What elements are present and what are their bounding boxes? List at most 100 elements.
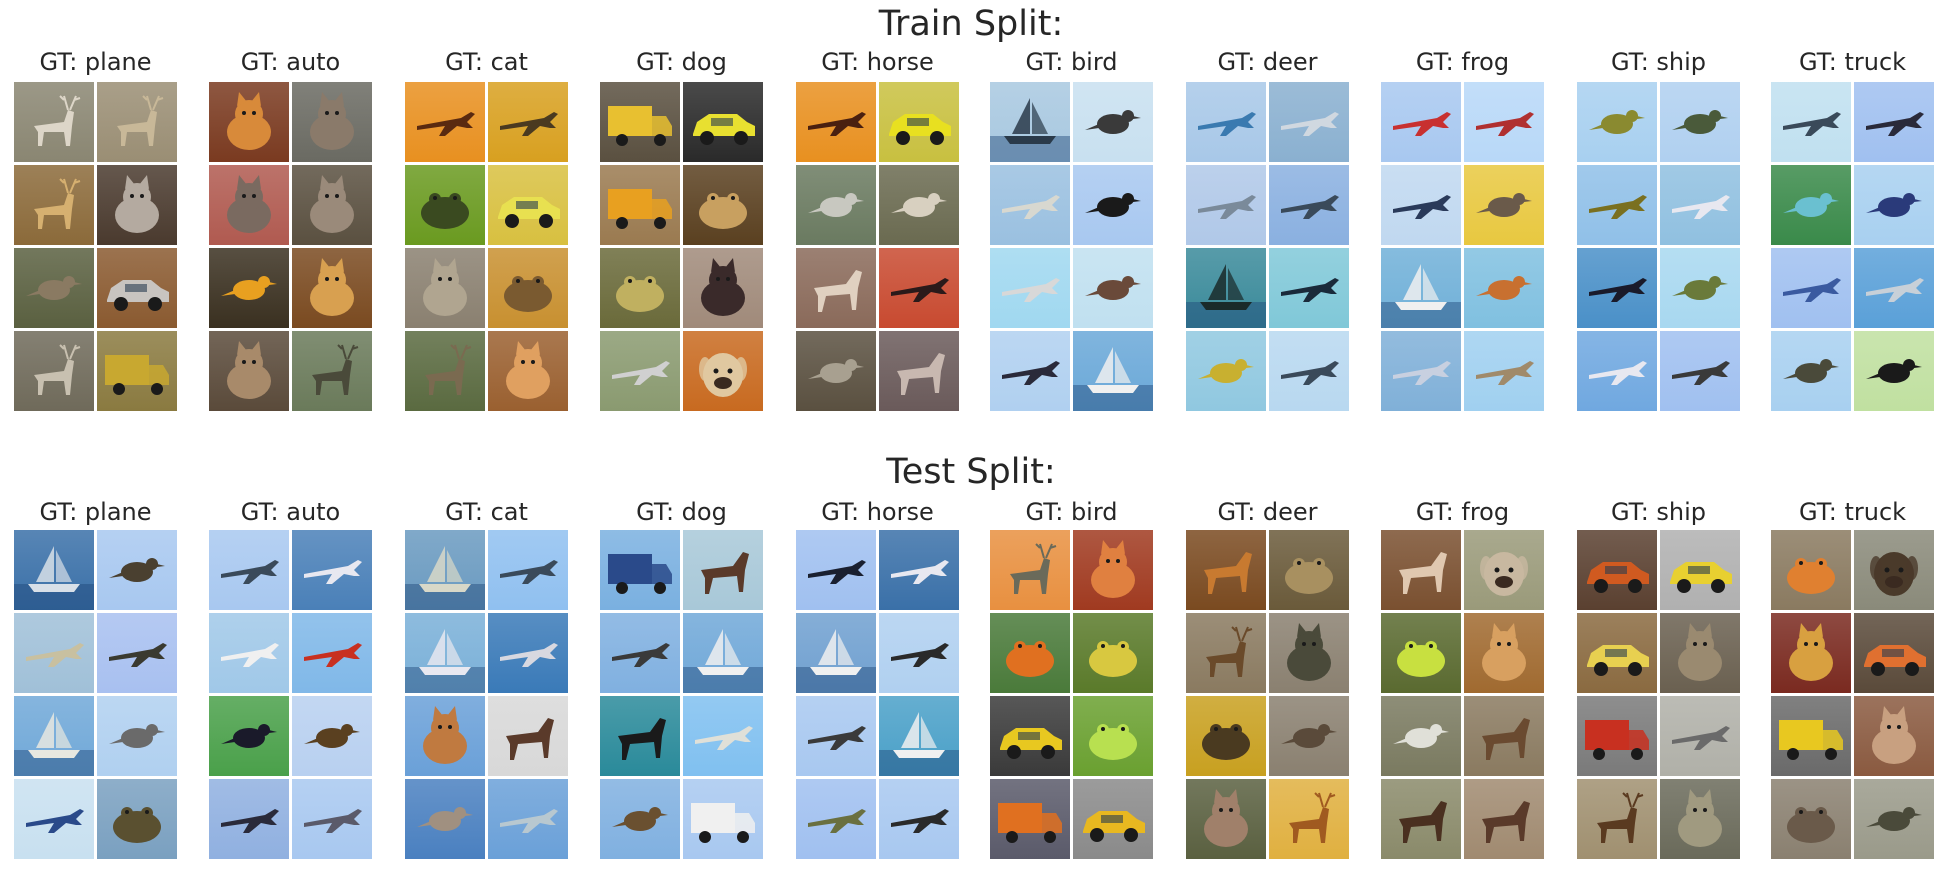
sample-image-deer bbox=[405, 331, 485, 411]
split-title: Train Split: bbox=[878, 4, 1064, 44]
sample-image-plane bbox=[683, 696, 763, 776]
sample-image-cat bbox=[405, 696, 485, 776]
ground-truth-label: GT: truck bbox=[1798, 498, 1907, 526]
sample-image-plane bbox=[1854, 248, 1934, 328]
sample-image-plane bbox=[488, 82, 568, 162]
sample-image-cat bbox=[209, 331, 289, 411]
sample-image-bird bbox=[1771, 165, 1851, 245]
sample-image-truck bbox=[683, 779, 763, 859]
sample-image-bird bbox=[1771, 331, 1851, 411]
image-grid bbox=[990, 82, 1153, 412]
sample-image-car bbox=[97, 248, 177, 328]
sample-image-plane bbox=[990, 331, 1070, 411]
sample-image-deer bbox=[14, 331, 94, 411]
sample-image-cat bbox=[1073, 530, 1153, 610]
sample-image-plane bbox=[1854, 82, 1934, 162]
ground-truth-label: GT: auto bbox=[240, 498, 341, 526]
sample-image-plane bbox=[1660, 696, 1740, 776]
sample-image-plane bbox=[292, 779, 372, 859]
ground-truth-label: GT: cat bbox=[445, 498, 528, 526]
ground-truth-label: GT: ship bbox=[1610, 48, 1707, 76]
sample-image-plane bbox=[1464, 331, 1544, 411]
sample-image-plane bbox=[796, 530, 876, 610]
sample-image-frog bbox=[1073, 696, 1153, 776]
image-grid bbox=[600, 530, 763, 860]
sample-image-bird bbox=[1660, 82, 1740, 162]
sample-image-cat bbox=[1854, 696, 1934, 776]
sample-image-cat bbox=[97, 165, 177, 245]
sample-image-bird bbox=[1464, 165, 1544, 245]
sample-image-deer bbox=[97, 82, 177, 162]
image-grid bbox=[1186, 530, 1349, 860]
sample-image-ship bbox=[990, 82, 1070, 162]
image-grid bbox=[1577, 530, 1740, 860]
sample-image-plane bbox=[1771, 248, 1851, 328]
sample-image-frog bbox=[1381, 613, 1461, 693]
sample-image-bird bbox=[209, 248, 289, 328]
sample-image-plane bbox=[600, 613, 680, 693]
sample-image-car bbox=[1577, 530, 1657, 610]
sample-image-horse bbox=[1186, 530, 1266, 610]
sample-image-ship bbox=[796, 613, 876, 693]
sample-image-ship bbox=[1073, 331, 1153, 411]
sample-image-horse bbox=[1381, 779, 1461, 859]
ground-truth-label: GT: deer bbox=[1217, 48, 1318, 76]
sample-image-deer bbox=[292, 331, 372, 411]
sample-image-ship bbox=[405, 613, 485, 693]
image-grid bbox=[796, 530, 959, 860]
sample-image-bird bbox=[1577, 82, 1657, 162]
sample-image-plane bbox=[1464, 82, 1544, 162]
sample-image-plane bbox=[879, 613, 959, 693]
sample-image-frog bbox=[405, 165, 485, 245]
ground-truth-label: GT: truck bbox=[1798, 48, 1907, 76]
sample-image-frog bbox=[1073, 613, 1153, 693]
sample-image-cat bbox=[1269, 613, 1349, 693]
image-grid bbox=[1771, 530, 1934, 860]
sample-image-bird bbox=[1186, 331, 1266, 411]
sample-image-car bbox=[683, 82, 763, 162]
sample-image-frog bbox=[1771, 779, 1851, 859]
sample-image-ship bbox=[683, 613, 763, 693]
sample-image-bird bbox=[405, 779, 485, 859]
image-grid bbox=[600, 82, 763, 412]
sample-image-frog bbox=[683, 165, 763, 245]
sample-image-bird bbox=[1073, 165, 1153, 245]
sample-image-bird bbox=[1073, 82, 1153, 162]
image-grid bbox=[1771, 82, 1934, 412]
sample-image-plane bbox=[1269, 165, 1349, 245]
sample-image-plane bbox=[879, 530, 959, 610]
sample-image-plane bbox=[1186, 165, 1266, 245]
sample-image-plane bbox=[1577, 331, 1657, 411]
sample-image-bird bbox=[1381, 696, 1461, 776]
ground-truth-label: GT: bird bbox=[1025, 48, 1118, 76]
sample-image-ship bbox=[879, 696, 959, 776]
sample-image-plane bbox=[292, 530, 372, 610]
sample-image-ship bbox=[14, 530, 94, 610]
ground-truth-label: GT: horse bbox=[821, 498, 934, 526]
sample-image-horse bbox=[488, 696, 568, 776]
sample-image-horse bbox=[1464, 696, 1544, 776]
sample-image-bird bbox=[14, 248, 94, 328]
image-grid bbox=[14, 82, 177, 412]
sample-image-cat bbox=[292, 248, 372, 328]
sample-image-cat bbox=[1186, 779, 1266, 859]
image-grid bbox=[405, 82, 568, 412]
sample-image-plane bbox=[1186, 82, 1266, 162]
sample-image-bird bbox=[1660, 248, 1740, 328]
sample-image-plane bbox=[405, 82, 485, 162]
ground-truth-label: GT: auto bbox=[240, 48, 341, 76]
sample-image-bird bbox=[1269, 696, 1349, 776]
sample-image-truck bbox=[600, 165, 680, 245]
sample-image-plane bbox=[1577, 248, 1657, 328]
sample-image-ship bbox=[14, 696, 94, 776]
sample-image-truck bbox=[600, 530, 680, 610]
image-grid bbox=[1381, 82, 1544, 412]
sample-image-plane bbox=[1381, 331, 1461, 411]
sample-image-dog bbox=[1464, 530, 1544, 610]
sample-image-bird bbox=[209, 696, 289, 776]
sample-image-car bbox=[1660, 530, 1740, 610]
image-grid bbox=[209, 530, 372, 860]
sample-image-horse bbox=[879, 331, 959, 411]
sample-image-bird bbox=[97, 530, 177, 610]
sample-image-dog bbox=[1854, 530, 1934, 610]
